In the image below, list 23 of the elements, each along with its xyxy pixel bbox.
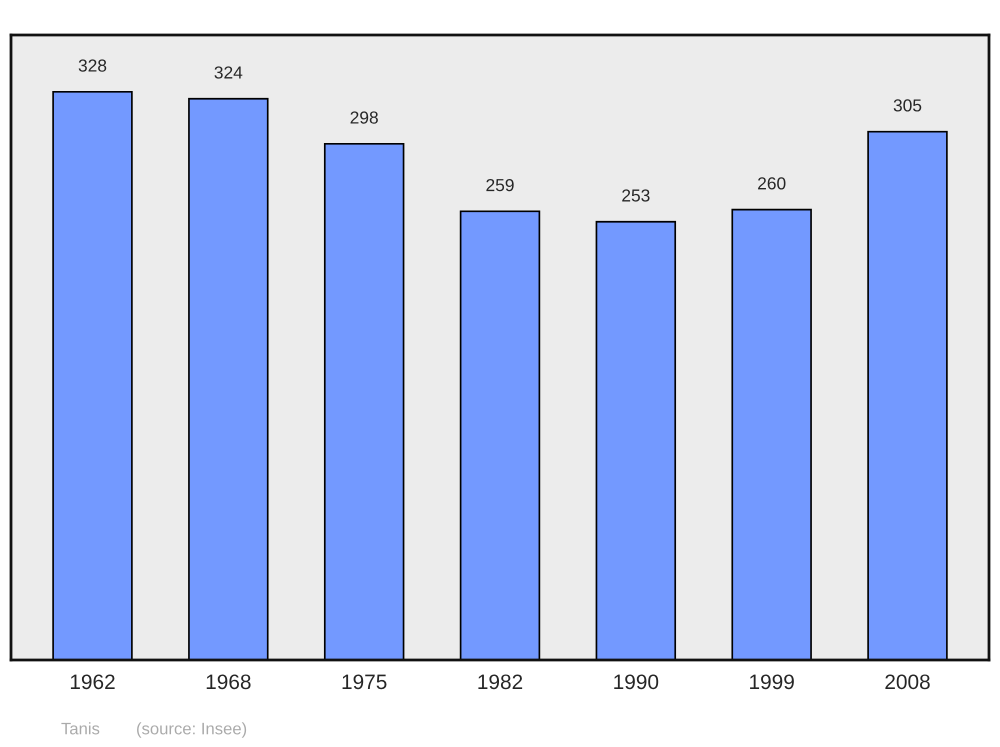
x-tick-label: 1999: [750, 674, 794, 690]
bar: [867, 130, 948, 660]
x-tick-label: 1968: [206, 674, 251, 690]
x-tick-label: 1962: [70, 674, 115, 690]
bar: [324, 142, 404, 660]
x-tick-label: 2008: [885, 674, 930, 690]
text: Tanis: [61, 722, 100, 734]
data-label: 253: [622, 189, 650, 202]
x-tick-label: 1982: [478, 674, 522, 690]
bar: [731, 208, 812, 660]
data-label: 298: [350, 111, 378, 124]
x-tick-label: 1990: [614, 674, 658, 690]
bar: [460, 210, 540, 660]
data-label: 305: [894, 99, 922, 112]
data-label: 328: [78, 59, 106, 72]
x-tick-label: 1975: [342, 674, 386, 690]
bar: [188, 98, 269, 660]
data-label: 260: [758, 177, 786, 190]
data-label: 324: [214, 66, 242, 79]
data-label: 259: [486, 178, 514, 192]
bar: [596, 220, 676, 660]
bar: [52, 90, 133, 660]
text: (source: Insee): [137, 722, 246, 738]
